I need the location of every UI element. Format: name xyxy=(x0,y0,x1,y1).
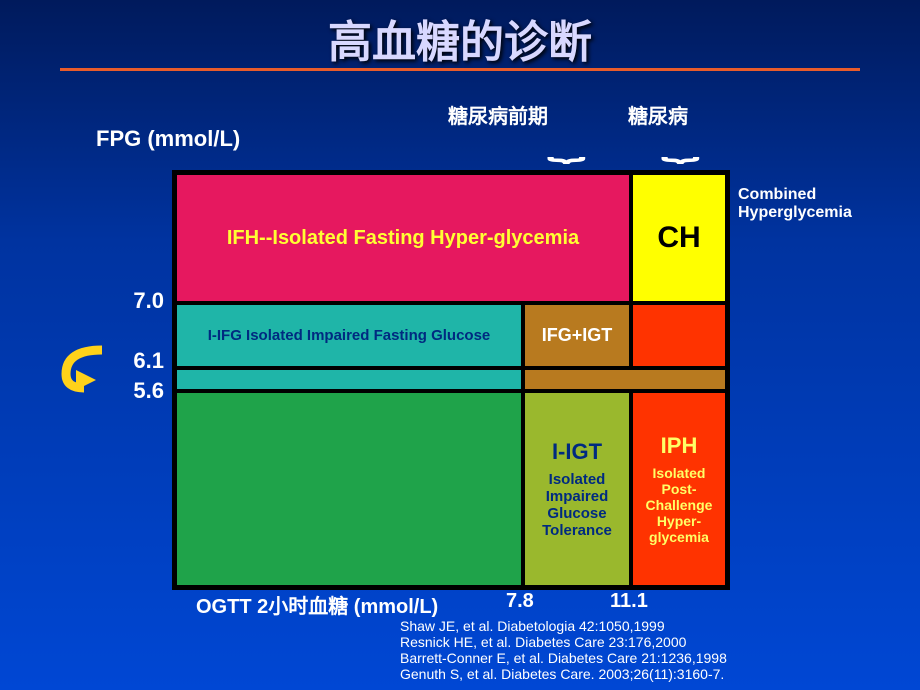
x-tick-7-8: 7.8 xyxy=(506,590,534,613)
cell-normal xyxy=(175,391,523,587)
ref-line: Resnick HE, et al. Diabetes Care 23:176,… xyxy=(400,634,727,650)
cell-iigt: I-IGTIsolatedImpairedGlucoseTolerance xyxy=(523,391,631,587)
y-tick-5-6: 5.6 xyxy=(104,378,164,404)
slide: 高血糖的诊断 FPG (mmol/L) 7.0 6.1 5.6 糖尿病前期 糖尿… xyxy=(0,0,920,690)
y-axis-title: FPG (mmol/L) xyxy=(96,126,240,152)
cell-band-left xyxy=(175,368,523,391)
title-divider xyxy=(60,68,860,71)
y-tick-7: 7.0 xyxy=(104,288,164,314)
references: Shaw JE, et al. Diabetologia 42:1050,199… xyxy=(400,618,727,682)
top-label-diabetes: 糖尿病 xyxy=(628,100,688,129)
top-label-prediabetes: 糖尿病前期 xyxy=(448,100,548,129)
x-tick-11-1: 11.1 xyxy=(610,590,648,613)
cell-iifg: I-IFG Isolated Impaired Fasting Glucose xyxy=(175,303,523,368)
cell-r2-right xyxy=(631,303,727,368)
brace-prediabetes: ⏟ xyxy=(548,130,585,163)
cell-ch: CH xyxy=(631,173,727,303)
ref-line: Genuth S, et al. Diabetes Care. 2003;26(… xyxy=(400,666,727,682)
brace-diabetes: ⏟ xyxy=(662,130,699,163)
y-tick-6-1: 6.1 xyxy=(104,348,164,374)
ref-line: Shaw JE, et al. Diabetologia 42:1050,199… xyxy=(400,618,727,634)
cell-ifg-igt: IFG+IGT xyxy=(523,303,631,368)
cell-iph: IPHIsolatedPost-ChallengeHyper-glycemia xyxy=(631,391,727,587)
curved-arrow-icon xyxy=(56,344,108,394)
side-label-combined: Combined Hyperglycemia xyxy=(738,186,852,221)
side-label-text: Combined Hyperglycemia xyxy=(738,186,852,221)
cell-band-right xyxy=(523,368,727,391)
ref-line: Barrett-Conner E, et al. Diabetes Care 2… xyxy=(400,650,727,666)
cell-ifh: IFH--Isolated Fasting Hyper-glycemia xyxy=(175,173,631,303)
x-axis-title: OGTT 2小时血糖 (mmol/L) xyxy=(196,590,438,619)
diagnostic-chart: IFH--Isolated Fasting Hyper-glycemia CH … xyxy=(172,170,730,590)
slide-title: 高血糖的诊断 xyxy=(0,6,920,70)
